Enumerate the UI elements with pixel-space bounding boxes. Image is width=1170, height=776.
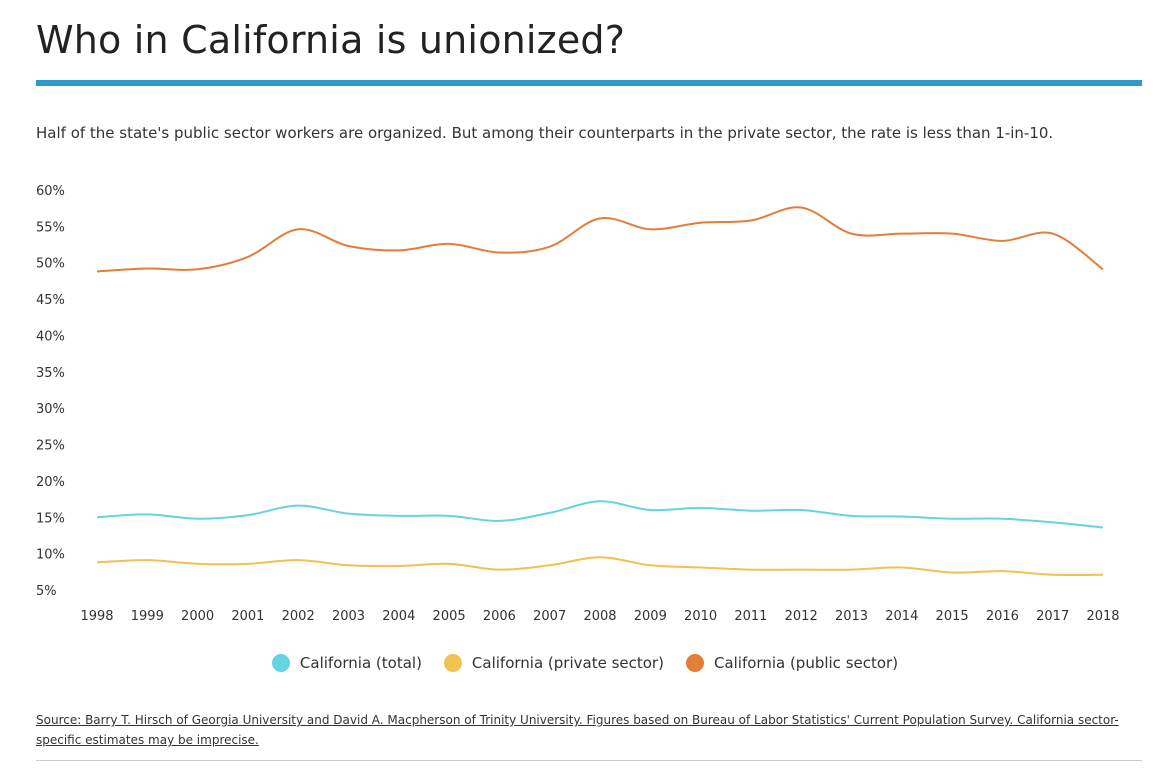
x-tick-label: 2018 bbox=[1086, 609, 1119, 624]
legend-item-2[interactable]: California (private sector) bbox=[443, 654, 664, 672]
y-tick-label: 40% bbox=[36, 329, 65, 344]
y-tick-label: 5% bbox=[36, 584, 57, 599]
x-tick-label: 2006 bbox=[483, 609, 516, 624]
series-line-1[interactable] bbox=[96, 500, 1104, 529]
x-tick-label: 2017 bbox=[1036, 609, 1069, 624]
x-tick-label: 2015 bbox=[936, 609, 969, 624]
x-tick-label: 2012 bbox=[785, 609, 818, 624]
x-tick-label: 2004 bbox=[382, 609, 415, 624]
x-tick-label: 2002 bbox=[282, 609, 315, 624]
x-tick-label: 2013 bbox=[835, 609, 868, 624]
y-tick-label: 35% bbox=[36, 366, 65, 381]
x-tick-label: 2009 bbox=[634, 609, 667, 624]
y-tick-label: 30% bbox=[36, 402, 65, 417]
y-tick-label: 45% bbox=[36, 293, 65, 308]
y-tick-label: 10% bbox=[36, 548, 65, 563]
chart-title: Who in California is unionized? bbox=[36, 18, 626, 62]
chart-subtitle: Half of the state's public sector worker… bbox=[36, 124, 1054, 142]
x-axis: 1998 1999 2000 2001 2002 2003 2004 2005 2006 2007… bbox=[80, 609, 1119, 624]
y-tick-label: 20% bbox=[36, 475, 65, 490]
x-tick-label: 1998 bbox=[80, 609, 113, 624]
legend-swatch-icon bbox=[271, 654, 290, 672]
x-tick-label: 2003 bbox=[332, 609, 365, 624]
legend-label: California (private sector) bbox=[471, 654, 664, 672]
y-tick-label: 25% bbox=[36, 439, 65, 454]
title-accent-rule bbox=[36, 80, 1142, 86]
x-tick-label: 2000 bbox=[181, 609, 214, 624]
x-tick-label: 2007 bbox=[533, 609, 566, 624]
legend-item-3[interactable]: California (public sector) bbox=[685, 654, 899, 672]
y-tick-label: 15% bbox=[36, 511, 65, 526]
y-axis: 5% 10% 15% 20% 25% 30% 35% 40% 45% 50% 55% 60% bbox=[36, 184, 65, 599]
x-tick-label: 2011 bbox=[734, 609, 767, 624]
x-tick-label: 1999 bbox=[131, 609, 164, 624]
y-tick-label: 55% bbox=[36, 220, 65, 235]
x-tick-label: 2016 bbox=[986, 609, 1019, 624]
x-tick-label: 2005 bbox=[433, 609, 466, 624]
legend-item-1[interactable]: California (total) bbox=[271, 654, 422, 672]
x-tick-label: 2014 bbox=[885, 609, 918, 624]
legend-label: California (total) bbox=[299, 654, 422, 672]
chart-legend: California (total) California (private se… bbox=[0, 648, 1170, 678]
legend-label: California (public sector) bbox=[713, 654, 899, 672]
source-note[interactable]: Source: Barry T. Hirsch of Georgia Unive… bbox=[36, 713, 1119, 747]
x-tick-label: 2008 bbox=[583, 609, 616, 624]
series-line-2[interactable] bbox=[96, 556, 1104, 576]
y-tick-label: 60% bbox=[36, 184, 65, 199]
line-chart: 5% 10% 15% 20% 25% 30% 35% 40% 45% 50% 55% 60% 1998… bbox=[36, 184, 1120, 624]
y-tick-label: 50% bbox=[36, 257, 65, 272]
x-tick-label: 2001 bbox=[231, 609, 264, 624]
legend-swatch-icon bbox=[685, 654, 704, 672]
legend-swatch-icon bbox=[443, 654, 462, 672]
plot-lines bbox=[96, 206, 1104, 576]
series-line-3[interactable] bbox=[96, 206, 1104, 273]
bottom-divider bbox=[36, 760, 1142, 761]
x-tick-label: 2010 bbox=[684, 609, 717, 624]
